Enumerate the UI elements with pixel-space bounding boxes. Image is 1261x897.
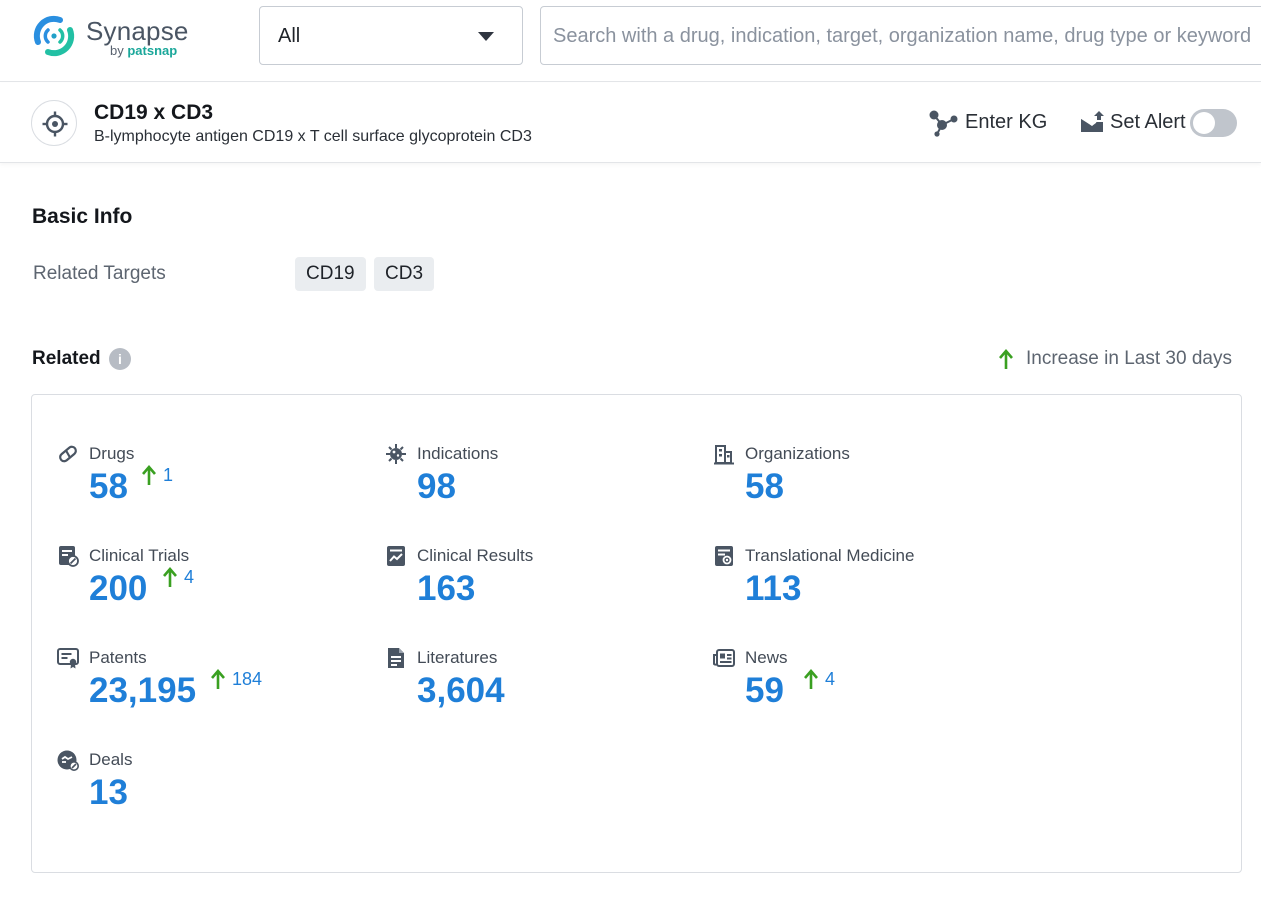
related-targets-label: Related Targets xyxy=(33,263,166,285)
stat-patents: Patents 23,195 184 xyxy=(57,647,377,737)
info-icon[interactable]: i xyxy=(109,348,131,370)
increase-value[interactable]: 4 xyxy=(184,567,194,588)
caret-down-icon xyxy=(478,32,494,41)
stat-name: Organizations xyxy=(745,444,850,464)
knowledge-graph-icon xyxy=(928,109,958,137)
set-alert-label: Set Alert xyxy=(1110,111,1186,134)
search-box[interactable] xyxy=(540,6,1261,65)
enter-kg-label: Enter KG xyxy=(965,111,1047,134)
arrow-up-icon xyxy=(162,567,178,589)
related-title: Related xyxy=(32,348,101,370)
stat-name: News xyxy=(745,648,788,668)
page-subtitle: B-lymphocyte antigen CD19 x T cell surfa… xyxy=(94,128,532,146)
increase-value[interactable]: 4 xyxy=(825,669,835,690)
chart-document-icon xyxy=(385,545,407,567)
news-icon xyxy=(713,647,735,669)
stat-value[interactable]: 58 xyxy=(89,467,128,507)
basic-info-title: Basic Info xyxy=(32,205,132,229)
stat-indications: Indications 98 xyxy=(385,443,705,533)
synapse-logo-icon xyxy=(30,12,78,60)
stat-name: Clinical Results xyxy=(417,546,533,566)
patent-icon xyxy=(57,647,79,669)
literature-icon xyxy=(385,647,407,669)
stat-clinical-results: Clinical Results 163 xyxy=(385,545,705,635)
stat-name: Patents xyxy=(89,648,147,668)
arrow-up-icon xyxy=(998,349,1014,371)
stat-name: Literatures xyxy=(417,648,497,668)
increase-value[interactable]: 184 xyxy=(232,669,262,690)
related-stats-card: Drugs 58 1 Indications 98 xyxy=(31,394,1242,873)
alert-mail-icon xyxy=(1080,110,1106,134)
stat-organizations: Organizations 58 xyxy=(713,443,1033,533)
target-icon xyxy=(31,100,77,146)
stat-literatures: Literatures 3,604 xyxy=(385,647,705,737)
stat-name: Indications xyxy=(417,444,498,464)
virus-icon xyxy=(385,443,407,465)
set-alert-toggle[interactable] xyxy=(1190,109,1237,137)
stat-news: News 59 4 xyxy=(713,647,1033,737)
target-tag-cd19[interactable]: CD19 xyxy=(295,257,366,291)
stat-value[interactable]: 3,604 xyxy=(417,671,505,711)
pill-icon xyxy=(57,443,79,465)
entity-header: CD19 x CD3 B-lymphocyte antigen CD19 x T… xyxy=(0,83,1261,163)
stat-value[interactable]: 59 xyxy=(745,671,784,711)
increase-legend-label: Increase in Last 30 days xyxy=(1026,348,1232,370)
translational-medicine-icon xyxy=(713,545,735,567)
logo-by-prefix: by xyxy=(110,43,127,58)
stat-value[interactable]: 58 xyxy=(745,467,784,507)
target-tag-cd3[interactable]: CD3 xyxy=(374,257,434,291)
search-scope-value: All xyxy=(278,25,300,48)
stat-name: Drugs xyxy=(89,444,134,464)
arrow-up-icon xyxy=(141,465,157,487)
stat-translational-medicine: Translational Medicine 113 xyxy=(713,545,1033,635)
logo-byline: by patsnap xyxy=(110,43,177,58)
deals-icon xyxy=(57,749,79,771)
page-title: CD19 x CD3 xyxy=(94,101,213,125)
stat-value[interactable]: 23,195 xyxy=(89,671,196,711)
arrow-up-icon xyxy=(210,669,226,691)
stat-name: Clinical Trials xyxy=(89,546,189,566)
search-scope-select[interactable]: All xyxy=(259,6,523,65)
top-navigation-bar: Synapse by patsnap All xyxy=(0,0,1261,82)
stat-value[interactable]: 200 xyxy=(89,569,147,609)
stat-clinical-trials: Clinical Trials 200 4 xyxy=(57,545,377,635)
stat-value[interactable]: 13 xyxy=(89,773,128,813)
stat-value[interactable]: 163 xyxy=(417,569,475,609)
clinical-trial-icon xyxy=(57,545,79,567)
stat-drugs: Drugs 58 1 xyxy=(57,443,377,533)
stat-value[interactable]: 113 xyxy=(745,569,801,609)
search-input[interactable] xyxy=(553,19,1261,53)
stat-name: Deals xyxy=(89,750,132,770)
synapse-logo[interactable]: Synapse by patsnap xyxy=(30,12,190,64)
stat-name: Translational Medicine xyxy=(745,546,914,566)
increase-value[interactable]: 1 xyxy=(163,465,173,486)
logo-by-brand: patsnap xyxy=(127,43,177,58)
building-icon xyxy=(713,443,735,465)
stat-deals: Deals 13 xyxy=(57,749,377,839)
toggle-knob xyxy=(1193,112,1215,134)
stat-value[interactable]: 98 xyxy=(417,467,456,507)
arrow-up-icon xyxy=(803,669,819,691)
